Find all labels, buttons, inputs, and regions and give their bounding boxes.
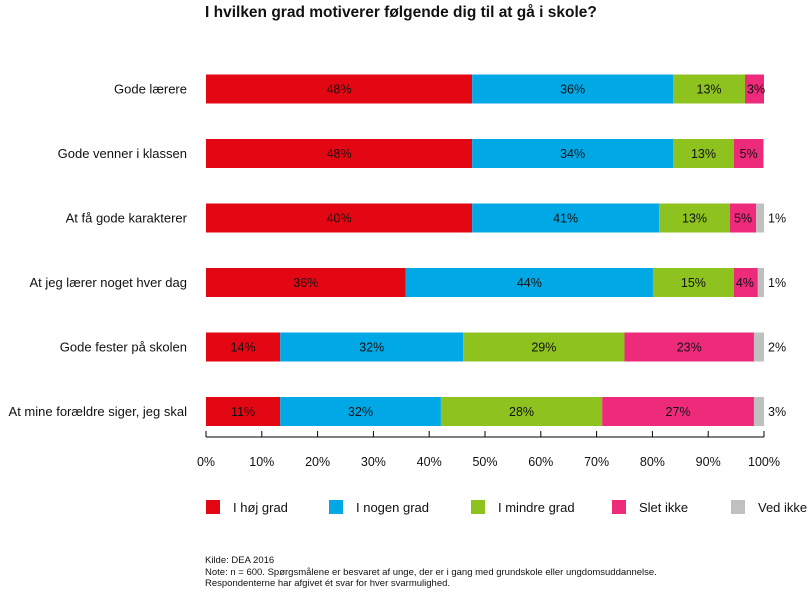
bar-segment (756, 203, 764, 233)
data-label: 32% (348, 405, 373, 419)
bar-segment (757, 268, 764, 297)
data-label: 14% (231, 341, 256, 355)
data-label: 11% (231, 405, 255, 419)
bar-segment (624, 332, 754, 362)
legend-swatch (329, 500, 343, 514)
bar-segment (206, 397, 281, 426)
x-tick-label: 20% (305, 455, 330, 469)
bar-segment (463, 332, 625, 362)
category-label: Gode fester på skolen (60, 340, 187, 355)
x-tick-label: 100% (748, 455, 780, 469)
data-label: 3% (768, 405, 786, 419)
bar-segment (472, 139, 674, 168)
legend-swatch (612, 500, 626, 514)
data-label: 36% (560, 83, 585, 97)
chart-notes: Kilde: DEA 2016 Note: n = 600. Spørgsmål… (205, 555, 657, 590)
category-label: Gode lærere (114, 82, 187, 97)
data-label: 36% (293, 276, 318, 290)
data-label: 48% (327, 83, 352, 97)
bar-segment (729, 203, 757, 233)
data-label: 1% (768, 212, 786, 226)
bar-segment (280, 397, 441, 426)
bar-segment (472, 203, 660, 233)
legend-swatch (471, 500, 485, 514)
x-tick-label: 60% (528, 455, 553, 469)
x-tick-label: 30% (361, 455, 386, 469)
bar-segment (206, 203, 473, 233)
category-label: At jeg lærer noget hver dag (29, 275, 187, 290)
data-label: 28% (509, 405, 534, 419)
data-label: 27% (666, 405, 691, 419)
chart-title: I hvilken grad motiverer følgende dig ti… (205, 4, 597, 21)
data-label: 1% (768, 276, 786, 290)
data-label: 32% (359, 341, 384, 355)
bar-segment (652, 268, 734, 297)
legend-swatch (206, 500, 220, 514)
data-label: 48% (327, 147, 352, 161)
legend-label: I nogen grad (356, 500, 429, 515)
x-tick-label: 40% (417, 455, 442, 469)
legend-label: I mindre grad (498, 500, 575, 515)
bar-segment (472, 74, 674, 104)
data-label: 13% (691, 147, 716, 161)
bar-segment (206, 74, 473, 104)
x-tick-label: 10% (249, 455, 274, 469)
note-line-2: Respondenterne har afgivet ét svar for h… (205, 578, 451, 589)
bar-segment (405, 268, 653, 297)
data-label: 13% (682, 212, 707, 226)
data-label: 34% (560, 147, 585, 161)
bar-segment (280, 332, 464, 362)
x-tick-label: 50% (472, 455, 497, 469)
source-note: Kilde: DEA 2016 (205, 555, 275, 566)
data-label: 29% (531, 341, 556, 355)
note-line-1: Note: n = 600. Spørgsmålene er besvaret … (205, 566, 657, 578)
data-label: 13% (697, 83, 722, 97)
legend-label: I høj grad (233, 500, 288, 515)
category-label: Gode venner i klassen (58, 146, 187, 161)
category-label: At få gode karakterer (66, 211, 188, 226)
bar-segment (673, 139, 734, 168)
data-label: 23% (677, 341, 702, 355)
data-label: 44% (517, 276, 542, 290)
data-label: 3% (747, 83, 765, 97)
category-label: At mine forældre siger, jeg skal (9, 404, 188, 419)
data-label: 5% (734, 212, 752, 226)
data-label: 40% (327, 212, 352, 226)
x-tick-label: 70% (584, 455, 609, 469)
bar-segment (206, 332, 281, 362)
x-tick-label: 80% (640, 455, 665, 469)
bar-segment (206, 139, 473, 168)
legend-swatch (731, 500, 745, 514)
data-label: 2% (768, 341, 786, 355)
bar-segment (659, 203, 730, 233)
legend-label: Ved ikke (758, 500, 807, 515)
bar-segment (206, 268, 406, 297)
bar-segment (745, 74, 764, 104)
data-label: 5% (740, 147, 758, 161)
bar-segment (440, 397, 603, 426)
x-tick-label: 90% (696, 455, 721, 469)
data-label: 4% (736, 276, 754, 290)
bar-segment (733, 268, 758, 297)
bar-segment (673, 74, 746, 104)
data-label: 41% (553, 212, 578, 226)
data-label: 15% (681, 276, 706, 290)
bar-segment (733, 139, 764, 168)
bar-segment (753, 397, 764, 426)
legend-label: Slet ikke (639, 500, 688, 515)
x-tick-label: 0% (197, 455, 215, 469)
bar-segment (753, 332, 764, 362)
bar-segment (602, 397, 754, 426)
